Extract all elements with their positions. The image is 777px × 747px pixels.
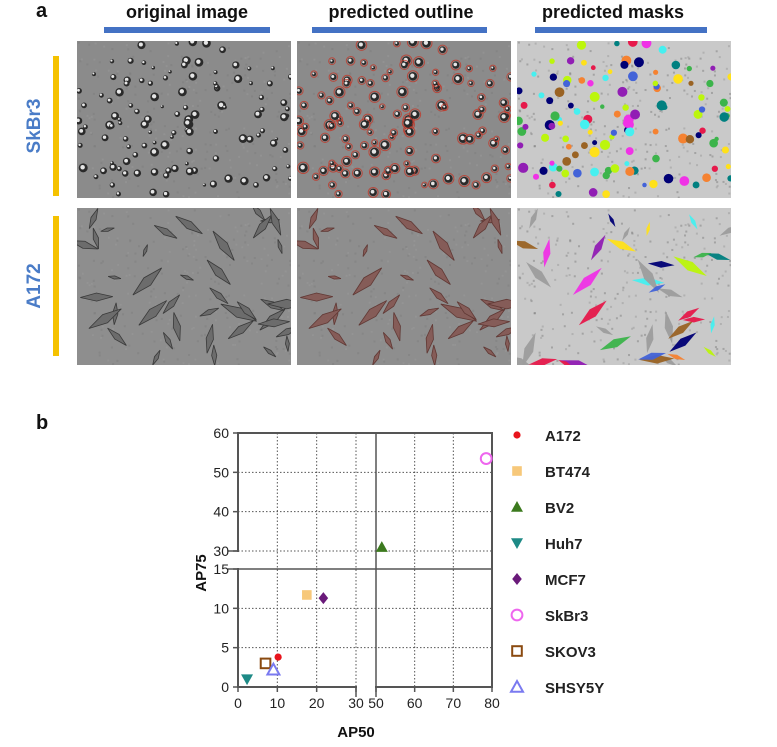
legend-marker-skov3 bbox=[511, 645, 523, 657]
x-tick-label: 50 bbox=[368, 695, 384, 711]
x-tick-label: 70 bbox=[446, 695, 462, 711]
legend-marker-skbr3 bbox=[510, 608, 524, 622]
image-skbr3-original bbox=[77, 41, 291, 198]
column-bar-masks bbox=[535, 27, 707, 33]
chart-points bbox=[241, 452, 493, 686]
row-bar-a172 bbox=[53, 216, 59, 356]
x-tick-label: 30 bbox=[348, 695, 364, 711]
data-point-shsy5y bbox=[265, 661, 282, 676]
legend-label-a172: A172 bbox=[545, 428, 581, 445]
y-tick-label: 60 bbox=[213, 425, 229, 441]
legend-marker-huh7 bbox=[511, 538, 523, 549]
column-bar-original bbox=[104, 27, 270, 33]
x-tick-label: 80 bbox=[484, 695, 500, 711]
chart-legend: A172 BT474 BV2 Huh7 MCF7 SkBr3 SKOV3 SHSY5Y bbox=[509, 428, 604, 697]
legend-label-mcf7: MCF7 bbox=[545, 572, 586, 589]
data-point-a172 bbox=[274, 653, 282, 661]
legend-label-bt474: BT474 bbox=[545, 464, 591, 481]
data-point-bt474 bbox=[302, 590, 312, 600]
y-tick-label: 30 bbox=[213, 543, 229, 559]
x-tick-label: 60 bbox=[407, 695, 423, 711]
y-axis-break bbox=[228, 552, 242, 568]
row-label-a172: A172 bbox=[24, 263, 45, 309]
data-point-huh7 bbox=[241, 674, 254, 686]
chart-axes bbox=[228, 432, 493, 698]
column-header-outline: predicted outline bbox=[328, 2, 474, 22]
legend-label-skov3: SKOV3 bbox=[545, 644, 596, 661]
image-a172-outline bbox=[297, 208, 511, 365]
image-a172-masks bbox=[517, 208, 731, 365]
column-header-original: original image bbox=[125, 2, 249, 22]
y-tick-label: 10 bbox=[213, 600, 229, 616]
legend-label-shsy5y: SHSY5Y bbox=[545, 680, 604, 697]
chart-grid bbox=[238, 432, 493, 687]
data-point-skbr3 bbox=[479, 452, 493, 465]
legend-marker-mcf7 bbox=[512, 573, 522, 585]
image-skbr3-masks bbox=[517, 41, 731, 198]
panel-a-label: a bbox=[36, 0, 48, 22]
data-point-mcf7 bbox=[318, 592, 329, 605]
x-tick-label: 0 bbox=[234, 695, 242, 711]
x-tick-label: 20 bbox=[309, 695, 325, 711]
y-tick-label: 5 bbox=[221, 640, 229, 656]
legend-label-skbr3: SkBr3 bbox=[545, 608, 588, 625]
legend-label-bv2: BV2 bbox=[545, 500, 574, 517]
row-label-skbr3: SkBr3 bbox=[24, 98, 45, 154]
data-point-bv2 bbox=[375, 541, 388, 552]
y-tick-label: 50 bbox=[213, 464, 229, 480]
column-header-masks: predicted masks bbox=[541, 2, 685, 22]
plot-frame bbox=[237, 432, 493, 688]
legend-marker-a172 bbox=[513, 431, 521, 439]
x-axis-label: AP50 bbox=[337, 724, 375, 741]
legend-marker-bv2 bbox=[511, 501, 523, 512]
column-bar-outline bbox=[312, 27, 487, 33]
x-tick-label: 10 bbox=[270, 695, 286, 711]
y-axis-label: AP75 bbox=[193, 554, 210, 592]
panel-b-label: b bbox=[36, 412, 49, 434]
x-axis-break bbox=[357, 684, 375, 698]
legend-label-huh7: Huh7 bbox=[545, 536, 583, 553]
data-point-skov3 bbox=[259, 657, 272, 670]
image-a172-original bbox=[77, 208, 291, 365]
y-tick-label: 40 bbox=[213, 504, 229, 520]
legend-marker-shsy5y bbox=[509, 678, 525, 693]
row-bar-skbr3 bbox=[53, 56, 59, 196]
legend-marker-bt474 bbox=[512, 466, 522, 476]
image-skbr3-outline bbox=[297, 41, 511, 198]
y-tick-label: 15 bbox=[213, 561, 229, 577]
y-tick-label: 0 bbox=[221, 679, 229, 695]
